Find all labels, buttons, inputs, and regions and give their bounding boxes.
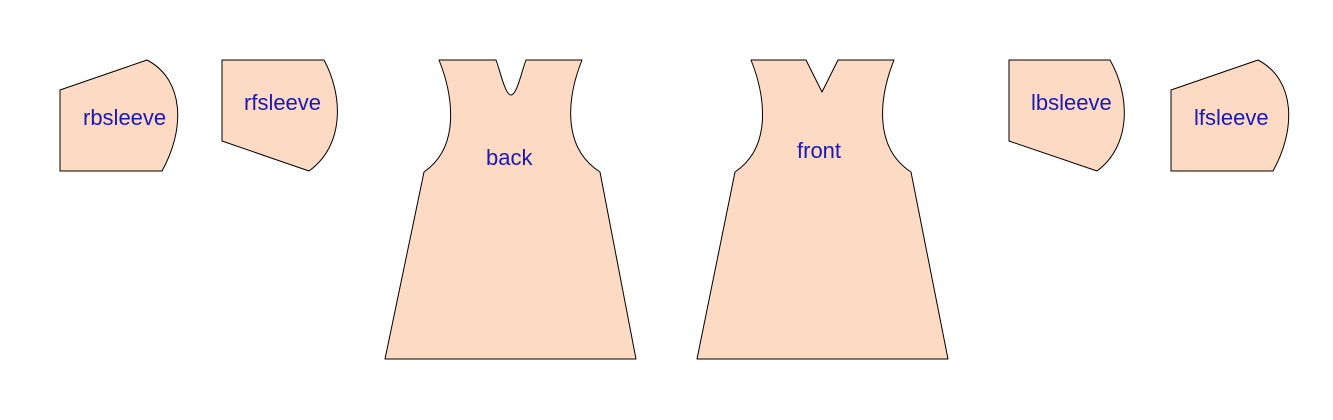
front-outline (696, 59, 949, 360)
lfsleeve-label: lfsleeve (1194, 105, 1269, 130)
piece-rbsleeve[interactable]: rbsleeve (59, 59, 179, 172)
front-label: front (797, 138, 841, 163)
rfsleeve-outline (221, 59, 338, 172)
rbsleeve-outline (59, 59, 179, 172)
piece-front[interactable]: front (696, 59, 949, 360)
piece-lbsleeve[interactable]: lbsleeve (1008, 59, 1125, 172)
rbsleeve-label: rbsleeve (83, 105, 166, 130)
back-label: back (486, 145, 533, 170)
piece-lfsleeve[interactable]: lfsleeve (1170, 59, 1290, 172)
rfsleeve-label: rfsleeve (244, 90, 321, 115)
lbsleeve-outline (1008, 59, 1125, 172)
piece-back[interactable]: back (384, 59, 637, 360)
back-outline (384, 59, 637, 360)
piece-rfsleeve[interactable]: rfsleeve (221, 59, 338, 172)
lbsleeve-label: lbsleeve (1031, 90, 1112, 115)
lfsleeve-outline (1170, 59, 1290, 172)
